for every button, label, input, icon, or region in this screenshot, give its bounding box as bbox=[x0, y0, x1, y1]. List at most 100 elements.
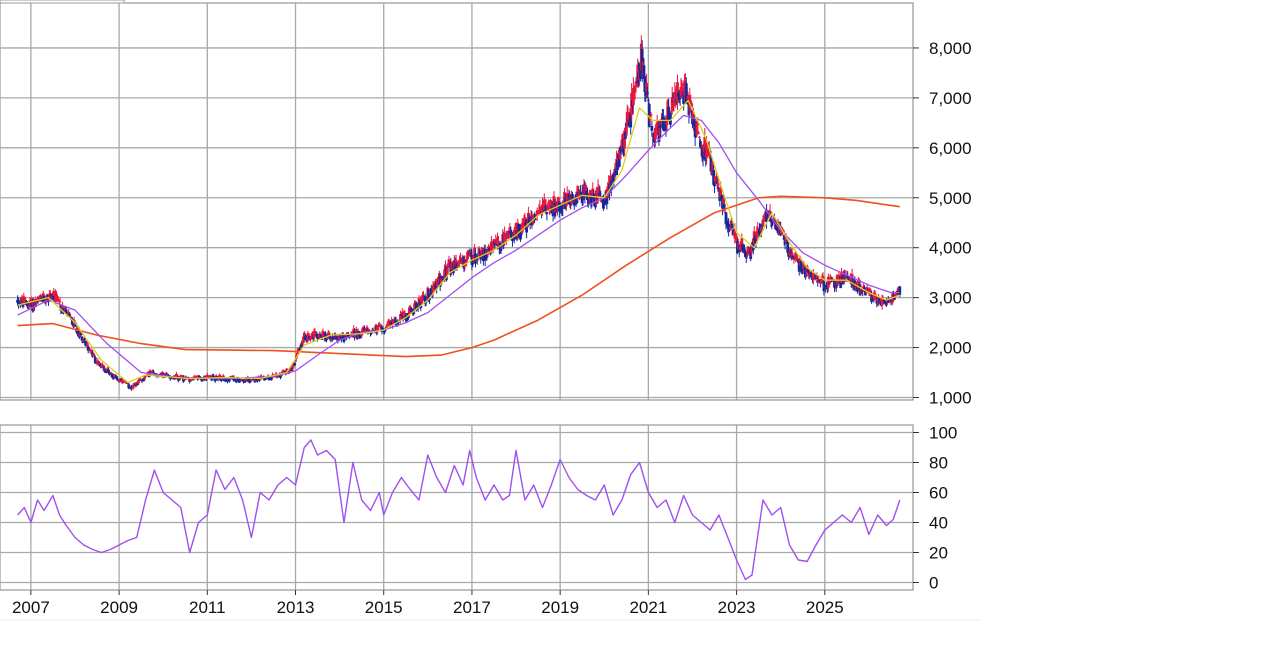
candle-down bbox=[110, 373, 114, 378]
candle-down bbox=[495, 244, 499, 246]
x-tick-label: 2019 bbox=[541, 598, 579, 617]
candle-up bbox=[893, 293, 897, 297]
candle-up bbox=[672, 98, 676, 107]
candle-up bbox=[90, 350, 94, 353]
candle-down bbox=[754, 237, 758, 244]
candle-up bbox=[654, 128, 658, 130]
candle-up bbox=[856, 280, 860, 288]
candle-down bbox=[629, 112, 633, 128]
rsi-y-tick-label: 40 bbox=[929, 514, 948, 533]
candle-down bbox=[339, 335, 342, 337]
candle-down bbox=[140, 379, 144, 382]
candle-down bbox=[277, 375, 281, 377]
candle-down bbox=[846, 275, 850, 279]
candle-up bbox=[489, 241, 493, 253]
candle-down bbox=[751, 241, 755, 251]
price-panel: 1,000 2,000 3,000 4,000 5,000 6,000 7,000 8,000 bbox=[0, 2, 972, 408]
candle-down bbox=[93, 357, 97, 364]
candle-down bbox=[644, 89, 648, 96]
candle-up bbox=[301, 343, 304, 345]
candle-down bbox=[614, 167, 618, 176]
candle-down bbox=[524, 222, 528, 226]
candle-down bbox=[84, 340, 87, 346]
candle-up bbox=[116, 379, 120, 381]
candle-up bbox=[626, 112, 630, 121]
candle-down bbox=[253, 380, 257, 383]
candle-up bbox=[19, 301, 23, 303]
candle-down bbox=[709, 157, 713, 172]
candle-up bbox=[376, 325, 379, 332]
candle-up bbox=[118, 379, 122, 382]
candle-down bbox=[396, 321, 400, 326]
candle-up bbox=[407, 307, 411, 315]
candle-up bbox=[854, 287, 858, 289]
price-gridlines bbox=[0, 3, 913, 400]
candle-down bbox=[80, 336, 84, 341]
candle-down bbox=[725, 218, 729, 220]
candle-up bbox=[695, 120, 699, 135]
candle-up bbox=[674, 92, 678, 99]
candle-up bbox=[504, 236, 508, 239]
candle-up bbox=[620, 139, 624, 147]
candle-down bbox=[290, 367, 294, 371]
candle-down bbox=[112, 376, 116, 378]
candle-up bbox=[808, 273, 812, 278]
candle-up bbox=[259, 375, 263, 378]
candle-down bbox=[775, 228, 779, 230]
candle-up bbox=[596, 186, 600, 199]
candle-down bbox=[293, 362, 297, 366]
candle-up bbox=[874, 296, 878, 299]
candle-down bbox=[499, 243, 503, 251]
candle-up bbox=[55, 295, 58, 297]
candle-down bbox=[624, 132, 627, 139]
candle-up bbox=[654, 127, 657, 140]
candle-down bbox=[749, 249, 753, 259]
candle-up bbox=[175, 375, 179, 377]
candle-down bbox=[418, 301, 422, 304]
candle-down bbox=[248, 378, 252, 383]
candle-up bbox=[377, 325, 380, 328]
candle-down bbox=[359, 335, 363, 338]
candle-down bbox=[342, 338, 346, 341]
candle-up bbox=[321, 330, 325, 338]
candle-down bbox=[667, 106, 671, 121]
candle-up bbox=[148, 370, 152, 376]
candle-up bbox=[88, 349, 92, 351]
x-tick-label: 2025 bbox=[806, 598, 844, 617]
candle-down bbox=[270, 377, 274, 380]
candle-down bbox=[603, 198, 607, 203]
candle-down bbox=[475, 258, 479, 260]
candle-up bbox=[294, 360, 297, 362]
candle-up bbox=[218, 374, 222, 379]
candle-down bbox=[127, 384, 131, 389]
candle-down bbox=[769, 215, 773, 222]
candle-down bbox=[782, 235, 786, 240]
candle-up bbox=[312, 331, 316, 339]
candle-up bbox=[295, 352, 299, 355]
candle-down bbox=[243, 380, 247, 383]
candle-up bbox=[420, 295, 424, 304]
candle-down bbox=[197, 376, 201, 378]
candle-down bbox=[315, 333, 319, 337]
candle-up bbox=[23, 298, 27, 300]
candle-down bbox=[220, 378, 223, 381]
candle-up bbox=[491, 240, 495, 248]
candle-up bbox=[130, 388, 134, 390]
candle-down bbox=[416, 303, 420, 309]
candle-up bbox=[52, 290, 56, 296]
candle-up bbox=[432, 283, 436, 287]
candle-down bbox=[774, 223, 778, 230]
candle-up bbox=[448, 261, 452, 263]
candle-down bbox=[414, 302, 418, 311]
candle-up bbox=[276, 376, 280, 378]
candle-up bbox=[721, 198, 725, 206]
candle-down bbox=[806, 268, 810, 272]
candle-up bbox=[623, 130, 626, 149]
candle-down bbox=[639, 63, 642, 79]
candle-down bbox=[627, 119, 631, 127]
candle-up bbox=[761, 221, 765, 227]
candle-up bbox=[179, 375, 183, 379]
candle-up bbox=[189, 380, 192, 382]
candle-up bbox=[546, 205, 550, 211]
candle-up bbox=[691, 111, 695, 122]
